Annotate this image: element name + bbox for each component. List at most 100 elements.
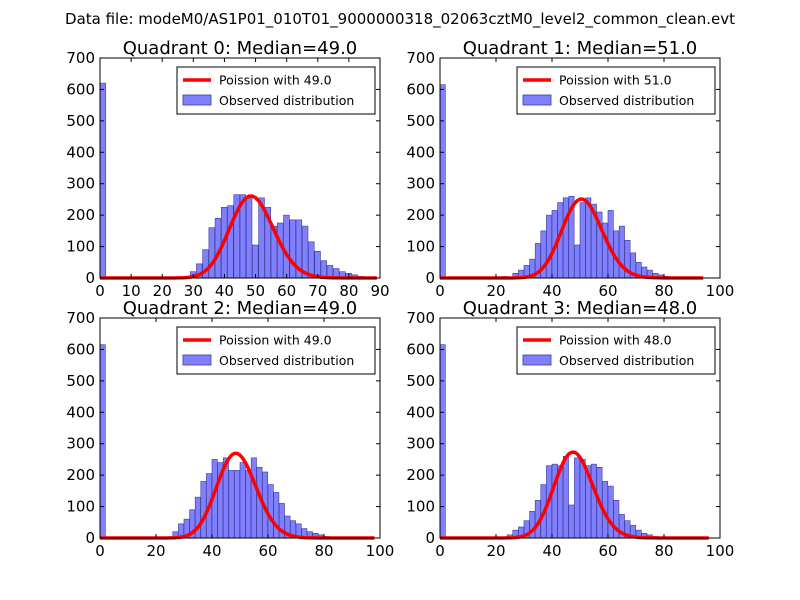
x-tick-label: 80 [654,282,673,300]
x-tick-label: 30 [184,282,203,300]
y-tick-label: 400 [66,143,95,161]
legend-line-label: Poission with 48.0 [559,333,672,348]
subplot-title: Quadrant 2: Median=49.0 [123,298,358,319]
legend-bar-label: Observed distribution [219,353,354,368]
x-tick-label: 20 [146,542,165,560]
subplot-quadrant-3: Quadrant 3: Median=48.0 0 20 40 60 80 100 0 100… [406,298,734,560]
x-tick-label: 80 [339,282,358,300]
histogram-bar [574,457,581,539]
histogram-bar [239,462,246,539]
y-tick-label: 400 [406,143,435,161]
legend: Poission with 51.0 Observed distribution [516,66,716,115]
histogram-bar [607,485,614,539]
x-tick-label: 0 [95,282,105,300]
histogram-bar [228,470,235,539]
histogram-bar [618,225,625,279]
x-tick-label: 100 [706,282,735,300]
legend: Poission with 49.0 Observed distribution [176,66,376,115]
plot-area: 0 20 40 60 80 100 0 100 200 300 400 500 600 700 Poissi… [406,49,734,300]
legend-bar-label: Observed distribution [559,93,694,108]
y-tick-label: 100 [66,238,95,256]
histogram-bar [579,202,586,279]
y-tick-label: 200 [66,466,95,484]
y-tick-label: 700 [66,49,95,67]
legend-box [176,326,376,375]
legend-line-label: Poission with 51.0 [559,73,672,88]
histogram-bar [99,82,107,279]
histogram-bar [439,344,446,539]
histogram-bar [579,459,586,539]
x-tick-label: 80 [314,542,333,560]
y-tick-label: 600 [66,80,95,98]
histogram-bar [208,227,215,279]
legend-bar-label: Observed distribution [219,93,354,108]
histogram-bar [200,481,207,539]
y-tick-label: 700 [406,309,435,327]
histogram-bar [585,197,592,279]
legend-bar-swatch [182,94,212,106]
x-tick-label: 70 [308,282,327,300]
histogram-bar [289,219,296,279]
plot-area: 0 10 20 30 40 50 60 70 80 90 0 100 200 300 400 500 600 70… [66,49,389,300]
legend: Poission with 49.0 Observed distribution [176,326,376,375]
y-tick-label: 300 [66,175,95,193]
y-tick-label: 400 [66,403,95,421]
y-tick-label: 500 [66,372,95,390]
y-tick-label: 0 [85,529,95,547]
subplot-title: Quadrant 0: Median=49.0 [123,38,358,59]
y-tick-label: 300 [66,435,95,453]
axes-frame [439,57,721,279]
legend-bar-swatch [522,354,552,366]
figure-suptitle: Data file: modeM0/AS1P01_010T01_90000003… [65,10,735,29]
histogram-bar [314,250,321,279]
histogram-bar [283,214,290,279]
x-tick-label: 60 [598,282,617,300]
x-tick-label: 0 [435,282,445,300]
legend-box [516,326,716,375]
plot-area: 0 20 40 60 80 100 0 100 200 300 400 500 600 700 Poissi… [66,309,394,560]
histogram-bar [234,470,241,539]
y-tick-label: 200 [66,206,95,224]
y-tick-label: 200 [406,206,435,224]
y-tick-label: 300 [406,435,435,453]
x-tick-label: 50 [246,282,265,300]
y-tick-label: 100 [66,498,95,516]
histogram-bar [562,455,569,539]
legend: Poission with 48.0 Observed distribution [516,326,716,375]
histogram-bar [245,197,253,279]
legend-bar-swatch [182,354,212,366]
axes-frame [99,317,381,539]
x-tick-label: 20 [486,542,505,560]
x-tick-label: 0 [95,542,105,560]
y-tick-label: 500 [406,112,435,130]
y-tick-label: 400 [406,403,435,421]
histogram-bar [273,492,280,539]
x-tick-label: 90 [370,282,389,300]
legend-bar-label: Observed distribution [559,353,694,368]
y-tick-label: 500 [66,112,95,130]
x-tick-label: 10 [122,282,141,300]
subplot-title: Quadrant 3: Median=48.0 [463,298,698,319]
y-tick-label: 0 [85,269,95,287]
legend-box [176,66,376,115]
subplot-title: Quadrant 1: Median=51.0 [463,38,698,59]
x-tick-label: 100 [706,542,735,560]
histogram-bar [227,205,234,279]
histogram-bar [308,241,315,279]
y-tick-label: 600 [66,340,95,358]
histogram-bar [590,463,597,539]
y-tick-label: 0 [425,269,435,287]
y-tick-label: 0 [425,529,435,547]
legend-bar-swatch [522,94,552,106]
y-tick-label: 700 [406,49,435,67]
histogram-bar [562,197,569,279]
y-tick-label: 200 [406,466,435,484]
x-tick-label: 80 [654,542,673,560]
histogram-bar [99,344,106,539]
histogram-bar [320,260,327,279]
histogram-bar [250,457,257,539]
y-tick-label: 100 [406,238,435,256]
x-tick-label: 60 [598,542,617,560]
x-tick-label: 100 [366,542,395,560]
